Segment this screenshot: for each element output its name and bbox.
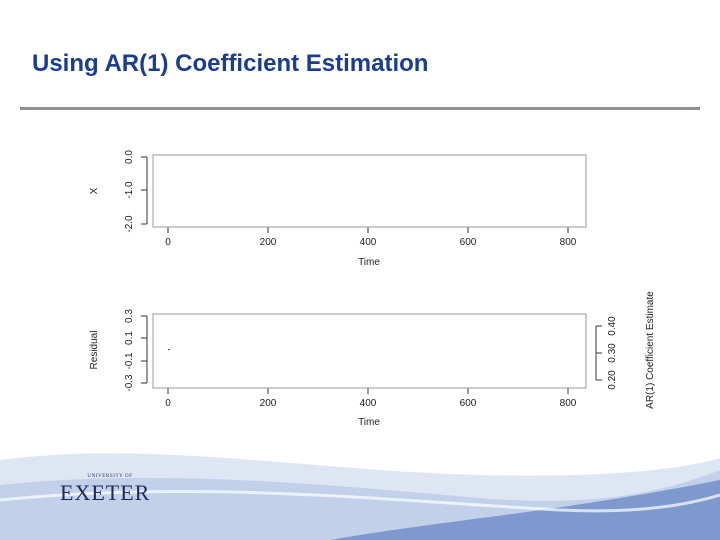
x-tick-3: 600: [460, 227, 477, 248]
y-tick-2: 0.1: [124, 331, 147, 345]
bottom-chart-points: [168, 348, 170, 351]
bottom-chart: Residual Time AR(1) Coefficient Estimate…: [89, 291, 656, 428]
x-tick-label-0: 0: [165, 237, 171, 248]
footer-wave-dark: [330, 480, 720, 540]
title-divider: [20, 107, 700, 110]
y-tick-label-1: -0.1: [124, 352, 135, 370]
y-tick-1: -0.1: [124, 352, 147, 370]
y-tick-1: -1.0: [124, 181, 147, 199]
bottom-chart-ylabel: Residual: [89, 331, 100, 370]
y2-tick-0: 0.20: [596, 370, 618, 390]
x-tick-0: 0: [165, 388, 171, 409]
footer-wave-banner: [0, 453, 720, 540]
x-tick-1: 200: [260, 227, 277, 248]
y-tick-label-1: -1.0: [124, 181, 135, 199]
bottom-chart-y2axis: 0.20 0.30 0.40: [595, 316, 618, 390]
top-chart: X Time 0 200 400 600 800 -2.0 -1.0 0.0: [89, 150, 587, 268]
x-tick-1: 200: [260, 388, 277, 409]
y-tick-label-2: 0.1: [124, 331, 135, 345]
bottom-chart-xaxis: 0 200 400 600 800: [165, 387, 577, 409]
top-chart-yaxis: -2.0 -1.0 0.0: [124, 150, 148, 233]
x-tick-label-0: 0: [165, 398, 171, 409]
y2-tick-label-1: 0.30: [607, 343, 618, 363]
y2-tick-label-2: 0.40: [607, 316, 618, 336]
bottom-chart-plot-box: [152, 313, 587, 389]
y-tick-label-0: -2.0: [124, 215, 135, 233]
y2-tick-label-0: 0.20: [607, 370, 618, 390]
x-tick-label-4: 800: [560, 398, 577, 409]
top-chart-xlabel: Time: [358, 257, 380, 268]
x-tick-label-2: 400: [360, 237, 377, 248]
x-tick-4: 800: [560, 227, 577, 248]
x-tick-label-3: 600: [460, 237, 477, 248]
bottom-chart-xlabel: Time: [358, 417, 380, 428]
x-tick-label-2: 400: [360, 398, 377, 409]
footer-wave-highlight: [0, 489, 720, 513]
bottom-chart-yaxis: -0.3 -0.1 0.1 0.3: [124, 309, 148, 392]
top-chart-xaxis: 0 200 400 600 800: [165, 226, 577, 248]
x-tick-3: 600: [460, 388, 477, 409]
top-chart-plot-box: [152, 154, 587, 228]
charts-figure: X Time 0 200 400 600 800 -2.0 -1.0 0.0 R…: [89, 150, 656, 428]
logo-wordmark: EXETER: [60, 480, 151, 505]
y-tick-label-0: -0.3: [124, 374, 135, 392]
y2-tick-1: 0.30: [596, 343, 618, 363]
bottom-chart-y2label: AR(1) Coefficient Estimate: [645, 291, 656, 409]
x-tick-4: 800: [560, 388, 577, 409]
x-tick-label-1: 200: [260, 398, 277, 409]
slide-title: Using AR(1) Coefficient Estimation: [32, 50, 429, 77]
logo-top-text: UNIVERSITY OF: [87, 474, 133, 479]
y-tick-label-2: 0.0: [124, 150, 135, 164]
x-tick-label-4: 800: [560, 237, 577, 248]
y-tick-0: -2.0: [124, 215, 147, 233]
x-tick-0: 0: [165, 227, 171, 248]
x-tick-2: 400: [360, 227, 377, 248]
y-tick-2: 0.0: [124, 150, 147, 164]
x-tick-label-3: 600: [460, 398, 477, 409]
y2-tick-2: 0.40: [596, 316, 618, 336]
y-tick-3: 0.3: [124, 309, 147, 323]
data-point-0-0: [168, 348, 170, 351]
top-chart-ylabel: X: [89, 187, 100, 194]
y-tick-0: -0.3: [124, 374, 147, 392]
x-tick-2: 400: [360, 388, 377, 409]
x-tick-label-1: 200: [260, 237, 277, 248]
y-tick-label-3: 0.3: [124, 309, 135, 323]
university-logo: UNIVERSITY OF EXETER: [60, 474, 160, 524]
